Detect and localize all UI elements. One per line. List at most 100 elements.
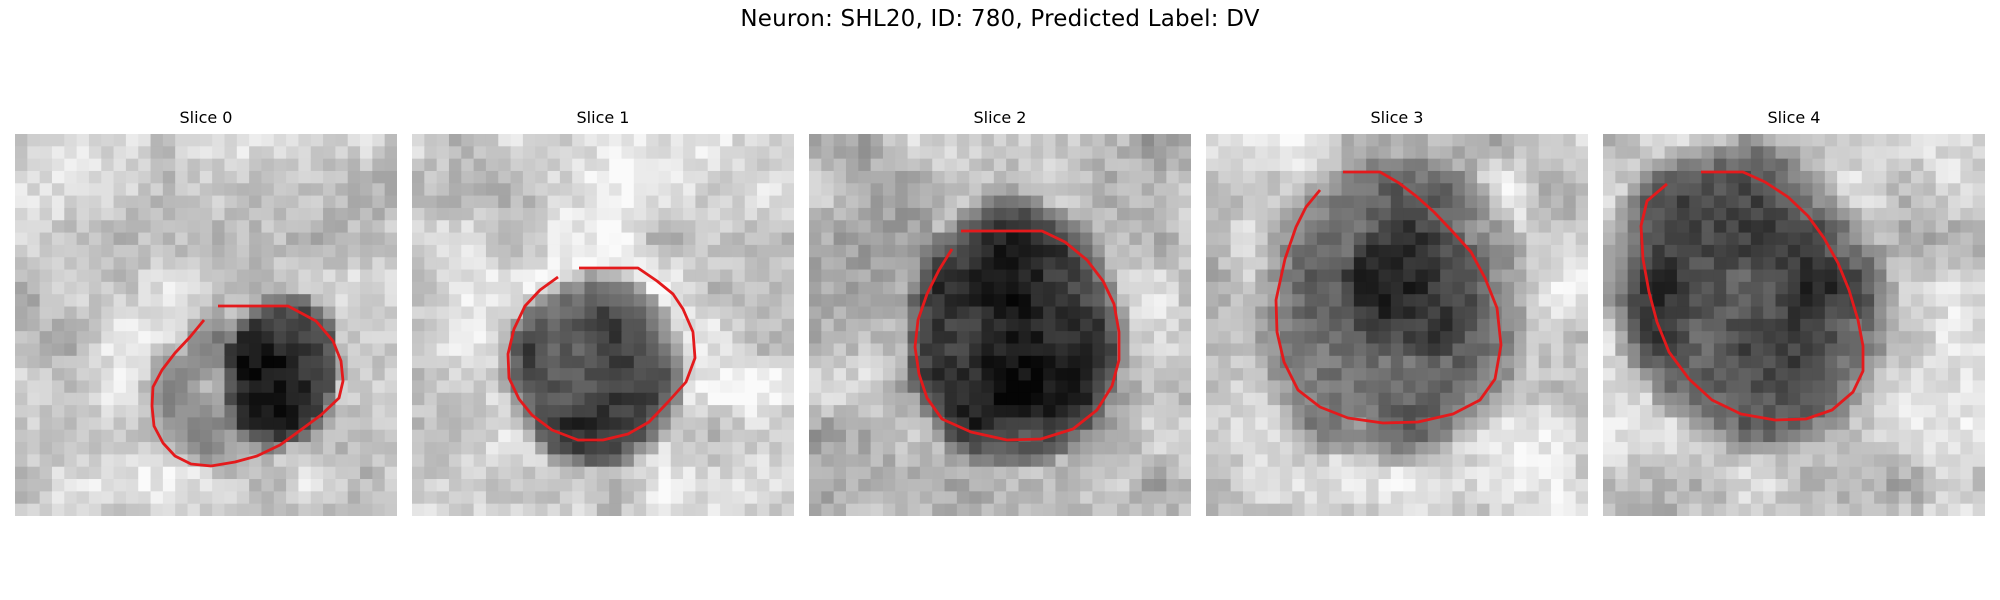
pixel <box>1689 343 1702 356</box>
pixel <box>1702 368 1715 381</box>
slice-pixels-0 <box>15 134 397 516</box>
pixel <box>1117 270 1130 283</box>
pixel <box>1874 171 1887 184</box>
pixel <box>151 442 164 455</box>
pixel <box>151 270 164 283</box>
pixel <box>1154 380 1167 393</box>
pixel <box>1292 146 1305 159</box>
pixel <box>560 479 573 492</box>
pixel <box>1477 159 1490 172</box>
pixel <box>1960 417 1973 430</box>
pixel <box>1391 491 1404 504</box>
pixel <box>1640 356 1653 369</box>
pixel <box>1652 417 1665 430</box>
pixel <box>1502 331 1515 344</box>
pixel <box>1788 159 1801 172</box>
pixel <box>261 479 274 492</box>
pixel <box>908 257 921 270</box>
pixel <box>474 307 487 320</box>
pixel <box>1489 196 1502 209</box>
pixel <box>1899 307 1912 320</box>
pixel <box>994 405 1007 418</box>
pixel <box>360 393 373 406</box>
pixel <box>858 282 871 295</box>
pixel <box>1899 442 1912 455</box>
pixel <box>274 208 287 221</box>
pixel <box>385 417 397 430</box>
pixel <box>175 159 188 172</box>
pixel <box>1539 146 1552 159</box>
pixel <box>1886 270 1899 283</box>
pixel <box>1080 442 1093 455</box>
pixel <box>89 393 102 406</box>
pixel <box>1739 282 1752 295</box>
pixel <box>1973 331 1985 344</box>
pixel <box>1551 319 1564 332</box>
pixel <box>249 196 262 209</box>
pixel <box>895 208 908 221</box>
pixel <box>138 220 151 233</box>
pixel <box>511 343 524 356</box>
pixel <box>1206 134 1219 147</box>
pixel <box>486 282 499 295</box>
pixel <box>311 196 324 209</box>
pixel <box>1268 417 1281 430</box>
pixel <box>1415 233 1428 246</box>
pixel <box>163 134 176 147</box>
pixel <box>1342 282 1355 295</box>
pixel <box>1092 134 1105 147</box>
pixel <box>274 405 287 418</box>
pixel <box>548 257 561 270</box>
pixel <box>1218 282 1231 295</box>
pixel <box>994 368 1007 381</box>
pixel <box>1218 491 1231 504</box>
pixel <box>1391 196 1404 209</box>
pixel <box>994 294 1007 307</box>
pixel <box>1923 504 1936 516</box>
pixel <box>437 307 450 320</box>
pixel <box>27 491 40 504</box>
pixel <box>834 171 847 184</box>
pixel <box>1886 319 1899 332</box>
pixel <box>1080 159 1093 172</box>
pixel <box>871 343 884 356</box>
pixel <box>745 146 758 159</box>
pixel <box>1231 307 1244 320</box>
pixel <box>1129 430 1142 443</box>
pixel <box>809 380 822 393</box>
pixel <box>1280 196 1293 209</box>
pixel <box>261 134 274 147</box>
pixel <box>1812 356 1825 369</box>
pixel <box>437 504 450 516</box>
pixel <box>1403 245 1416 258</box>
pixel <box>658 307 671 320</box>
pixel <box>1849 134 1862 147</box>
pixel <box>27 319 40 332</box>
pixel <box>1391 220 1404 233</box>
pixel <box>695 134 708 147</box>
pixel <box>163 307 176 320</box>
pixel <box>1563 245 1576 258</box>
pixel <box>1231 417 1244 430</box>
pixel <box>498 417 511 430</box>
pixel <box>1415 307 1428 320</box>
pixel <box>1788 356 1801 369</box>
pixel <box>175 257 188 270</box>
pixel <box>348 454 361 467</box>
pixel <box>224 319 237 332</box>
pixel <box>695 307 708 320</box>
pixel <box>114 356 127 369</box>
pixel <box>212 467 225 480</box>
pixel <box>969 343 982 356</box>
pixel <box>821 442 834 455</box>
pixel <box>1899 504 1912 516</box>
pixel <box>1317 504 1330 516</box>
pixel <box>1702 356 1715 369</box>
pixel <box>1874 294 1887 307</box>
pixel <box>1514 504 1527 516</box>
pixel <box>1452 491 1465 504</box>
pixel <box>1489 171 1502 184</box>
pixel <box>1292 479 1305 492</box>
pixel <box>1231 380 1244 393</box>
pixel <box>609 171 622 184</box>
